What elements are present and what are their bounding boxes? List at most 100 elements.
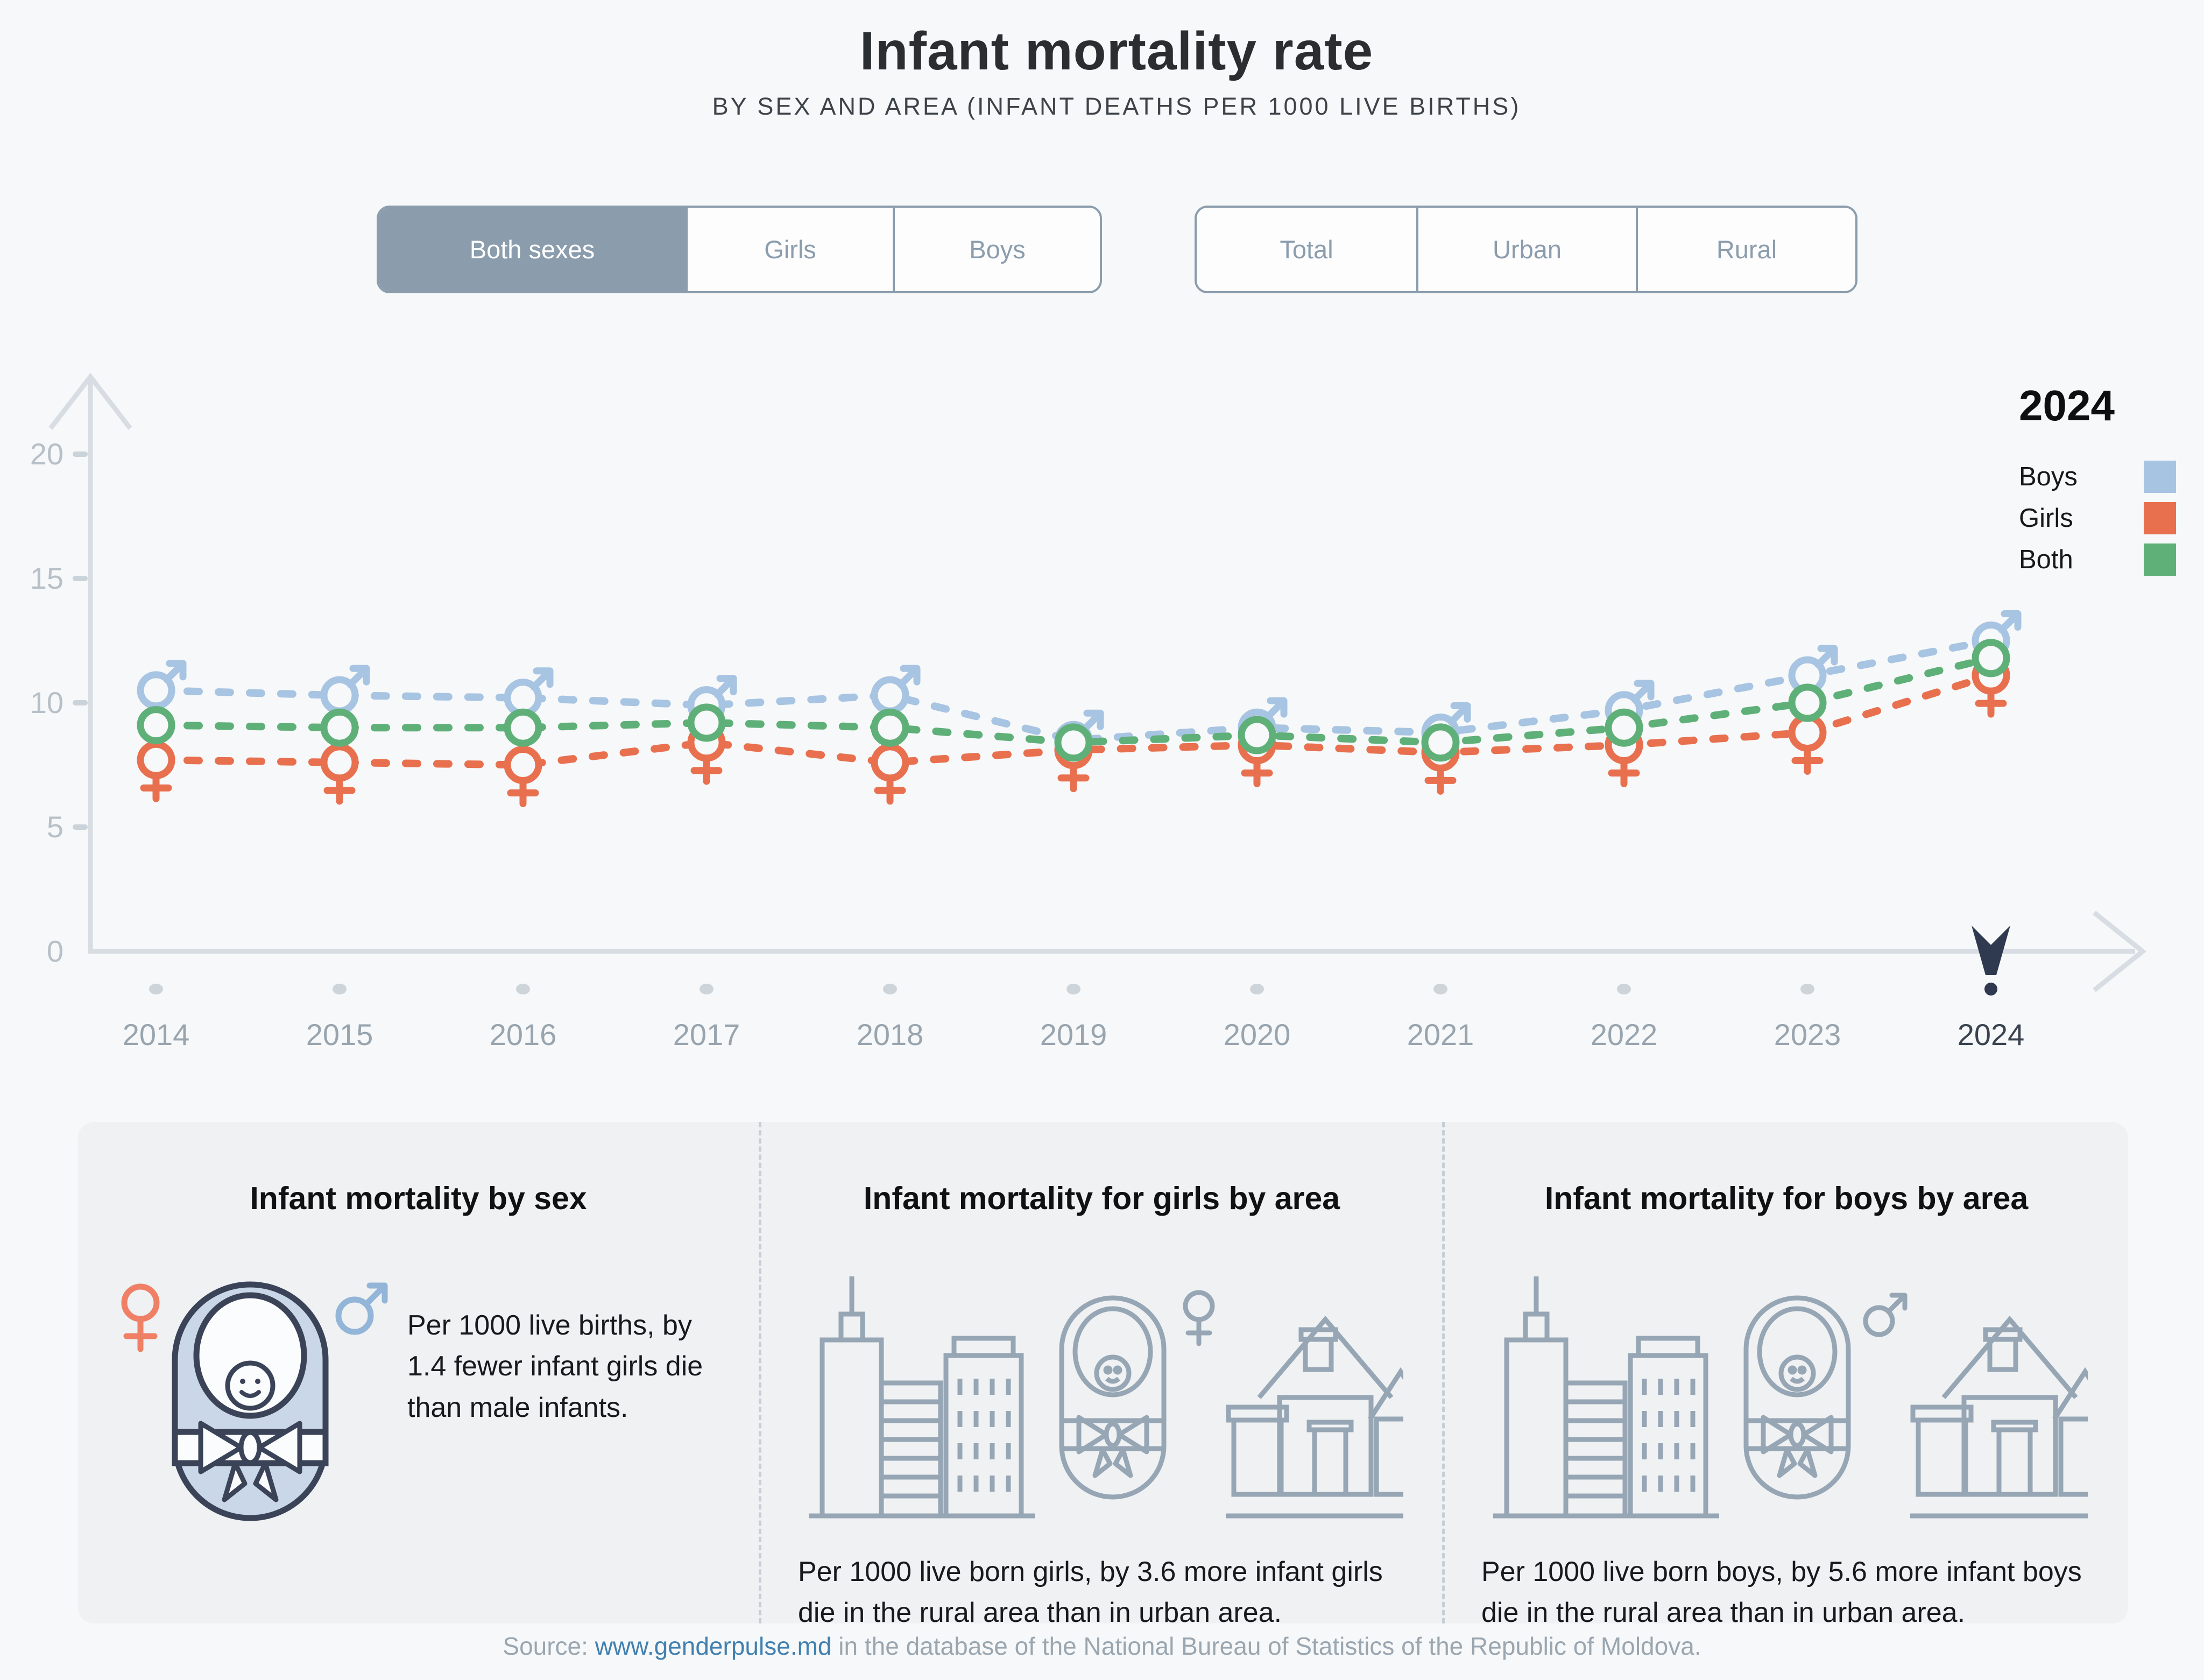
point-both-2017[interactable] (687, 703, 726, 742)
toggle-urban[interactable]: Urban (1416, 208, 1636, 291)
y-tick-label: 5 (47, 810, 63, 844)
point-girls-2014[interactable] (137, 740, 175, 802)
point-both-2020[interactable] (1238, 716, 1276, 754)
x-year-label-2018[interactable]: 2018 (857, 1018, 924, 1051)
baby-outline-icon (1743, 1295, 1851, 1500)
x-year-label-2021[interactable]: 2021 (1407, 1018, 1474, 1051)
insight-cards-panel: Infant mortality by sex (78, 1122, 2128, 1628)
legend-row-boys: Boys (2019, 461, 2176, 493)
y-tick-label: 10 (30, 686, 63, 719)
y-axis-arrow-icon (48, 372, 132, 430)
x-year-label-2016[interactable]: 2016 (490, 1018, 557, 1051)
year-dot-2023[interactable] (1800, 984, 1814, 994)
male-icon (335, 1282, 388, 1335)
point-both-2023[interactable] (1788, 683, 1827, 722)
x-year-label-2023[interactable]: 2023 (1774, 1018, 1841, 1051)
x-axis (88, 910, 2147, 992)
legend-label-girls: Girls (2019, 504, 2073, 533)
city-buildings-icon (808, 1276, 1035, 1519)
y-tick-label: 0 (47, 934, 63, 968)
point-both-2021[interactable] (1421, 723, 1460, 762)
source-suffix: in the database of the National Bureau o… (831, 1632, 1701, 1660)
toggle-both-sexes[interactable]: Both sexes (379, 208, 686, 291)
point-girls-2016[interactable] (504, 746, 542, 807)
point-girls-2018[interactable] (871, 743, 909, 805)
selected-year-cursor-icon[interactable] (1972, 926, 2010, 975)
point-boys-2015[interactable] (320, 665, 370, 715)
year-dot-2021[interactable] (1433, 984, 1447, 994)
x-axis-arrow-icon (2093, 910, 2147, 992)
year-dot-2017[interactable] (700, 984, 714, 994)
card-text: Per 1000 live born boys, by 5.6 more inf… (1481, 1556, 2082, 1629)
x-year-label-2017[interactable]: 2017 (673, 1018, 740, 1051)
source-prefix: Source: (503, 1632, 595, 1660)
both-color-swatch (2144, 543, 2176, 576)
point-both-2014[interactable] (137, 706, 175, 745)
card-title: Infant mortality by sex (250, 1181, 587, 1216)
point-boys-2023[interactable] (1788, 645, 1838, 695)
point-girls-2015[interactable] (320, 743, 359, 805)
y-axis (48, 372, 132, 954)
male-icon (1863, 1293, 1908, 1337)
y-tick (73, 700, 88, 705)
point-boys-2014[interactable] (137, 660, 187, 710)
legend-row-both: Both (2019, 543, 2176, 576)
point-boys-2018[interactable] (871, 665, 921, 715)
point-both-2016[interactable] (504, 708, 542, 747)
year-dot-2022[interactable] (1617, 984, 1631, 994)
year-dot-2015[interactable] (333, 984, 347, 994)
baby-outline-icon (1059, 1295, 1166, 1500)
x-year-label-2022[interactable]: 2022 (1591, 1018, 1658, 1051)
x-year-label-2015[interactable]: 2015 (306, 1018, 373, 1051)
card-girls-by-area: Infant mortality for girls by area (761, 1122, 1445, 1628)
card-title: Infant mortality for boys by area (1544, 1181, 2029, 1216)
year-dot-2019[interactable] (1066, 984, 1080, 994)
toggle-boys[interactable]: Boys (893, 208, 1100, 291)
legend-row-girls: Girls (2019, 502, 2176, 534)
house-icon (1910, 1316, 2088, 1519)
point-girls-2023[interactable] (1788, 713, 1827, 775)
page-subtitle: BY SEX AND AREA (INFANT DEATHS PER 1000 … (712, 93, 1521, 120)
y-tick (73, 576, 88, 581)
point-both-2015[interactable] (320, 708, 359, 747)
x-year-label-2020[interactable]: 2020 (1224, 1018, 1291, 1051)
card-title: Infant mortality for girls by area (863, 1181, 1340, 1216)
urban-rural-illustration (798, 1268, 1405, 1521)
female-icon (121, 1283, 160, 1352)
card-text: Per 1000 live births, by 1.4 fewer infan… (407, 1310, 703, 1423)
toggle-rural[interactable]: Rural (1636, 208, 1855, 291)
line-chart: 0 5 10 15 20 2014 2015 2016 2017 2018 2019 2020 2021… (30, 372, 2147, 1051)
point-both-2018[interactable] (871, 708, 909, 747)
series-line-boys (152, 637, 1995, 744)
year-dot-2024[interactable] (1984, 983, 1997, 996)
source-link[interactable]: www.genderpulse.md (595, 1632, 832, 1660)
y-tick-label: 15 (30, 561, 63, 595)
point-both-2022[interactable] (1605, 708, 1643, 747)
city-buildings-icon (1493, 1276, 1719, 1519)
year-dot-2014[interactable] (149, 984, 163, 994)
point-boys-2016[interactable] (504, 667, 554, 717)
year-dot-2018[interactable] (883, 984, 897, 994)
sex-toggle-group: Both sexes Girls Boys (377, 206, 1102, 293)
toggle-girls[interactable]: Girls (686, 208, 893, 291)
legend: 2024 Boys Girls Both (2019, 381, 2176, 585)
x-year-label-2024[interactable]: 2024 (1958, 1018, 2025, 1051)
card-text: Per 1000 live born girls, by 3.6 more in… (798, 1556, 1383, 1629)
y-tick (73, 824, 88, 830)
baby-sex-illustration (115, 1280, 393, 1522)
house-icon (1225, 1316, 1403, 1519)
point-both-2019[interactable] (1054, 723, 1093, 762)
x-year-label-2014[interactable]: 2014 (123, 1018, 190, 1051)
area-toggle-group: Total Urban Rural (1195, 206, 1857, 293)
toggle-total[interactable]: Total (1197, 208, 1416, 291)
point-both-2024[interactable] (1972, 639, 2010, 677)
source-line: Source: www.genderpulse.md in the databa… (0, 1632, 2204, 1661)
boys-color-swatch (2144, 461, 2176, 493)
series-both (137, 639, 2010, 762)
year-dot-2016[interactable] (516, 984, 530, 994)
x-year-label-2019[interactable]: 2019 (1040, 1018, 1107, 1051)
swaddled-baby-icon (172, 1281, 329, 1521)
year-dot-2020[interactable] (1250, 984, 1264, 994)
series-boys (137, 610, 2022, 759)
female-icon (1183, 1290, 1214, 1346)
